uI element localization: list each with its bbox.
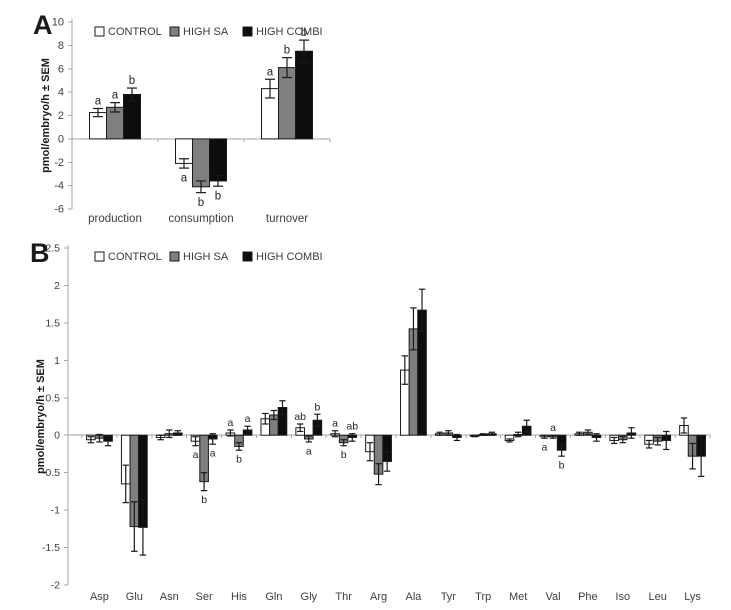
y-tick-label: -4 — [54, 180, 64, 192]
legend-label: HIGH SA — [183, 251, 229, 263]
y-axis-title: pmol/embryo/h ± SEM — [40, 58, 52, 173]
legend-label: CONTROL — [108, 251, 162, 263]
significance-letter: a — [332, 418, 338, 430]
category-label: production — [88, 213, 142, 225]
y-tick-label: -2 — [51, 580, 60, 592]
y-tick-label: -1.5 — [42, 542, 60, 554]
significance-letter: a — [95, 95, 102, 107]
y-tick-label: 6 — [58, 63, 64, 75]
y-tick-label: -6 — [54, 204, 64, 216]
significance-letter: a — [210, 448, 216, 460]
bar — [278, 67, 296, 140]
legend-label: HIGH COMBI — [256, 251, 323, 263]
significance-letter: a — [227, 417, 233, 429]
significance-letter: a — [245, 413, 251, 425]
significance-letter: ab — [346, 421, 358, 433]
category-label: Asn — [160, 591, 179, 603]
significance-letter: a — [306, 445, 312, 457]
category-label: Glu — [126, 591, 143, 603]
y-tick-label: 10 — [52, 17, 64, 29]
category-label: consumption — [168, 213, 233, 225]
legend-swatch — [94, 251, 105, 262]
y-tick-label: 2 — [54, 280, 60, 292]
significance-letter: a — [541, 442, 547, 454]
category-label: Met — [509, 591, 527, 603]
legend-label: HIGH COMBI — [256, 26, 323, 38]
category-label: Arg — [370, 591, 387, 603]
significance-letter: a — [550, 422, 556, 434]
significance-letter: b — [341, 449, 347, 461]
legend-label: CONTROL — [108, 26, 162, 38]
legend-label: HIGH SA — [183, 26, 229, 38]
significance-letter: b — [236, 454, 242, 466]
category-label: Iso — [615, 591, 630, 603]
y-tick-label: 0.5 — [45, 392, 60, 404]
y-tick-label: -1 — [51, 505, 60, 517]
category-label: Val — [545, 591, 560, 603]
y-tick-label: 2.5 — [45, 243, 60, 255]
significance-letter: b — [201, 494, 207, 506]
y-tick-label: 0 — [54, 430, 60, 442]
significance-letter: a — [112, 90, 119, 102]
bar — [295, 50, 313, 140]
significance-letter: ab — [294, 411, 306, 423]
significance-letter: a — [193, 449, 199, 461]
category-label: Ser — [196, 591, 213, 603]
panel-a-label: A — [33, 10, 53, 40]
y-tick-label: -0.5 — [42, 467, 60, 479]
significance-letter: b — [129, 75, 135, 87]
category-label: Lys — [684, 591, 701, 603]
legend-swatch — [94, 26, 105, 37]
category-label: Asp — [90, 591, 109, 603]
significance-letter: b — [559, 460, 565, 472]
category-label: Trp — [475, 591, 491, 603]
y-tick-label: 2 — [58, 110, 64, 122]
y-tick-label: 0 — [58, 133, 64, 145]
y-tick-label: 1.5 — [45, 317, 60, 329]
bar — [192, 138, 210, 188]
category-label: Phe — [578, 591, 598, 603]
bar — [209, 138, 227, 182]
panel-b-label: B — [30, 238, 50, 268]
y-axis-title: pmol/embryo/h ± SEM — [35, 359, 47, 474]
category-label: His — [231, 591, 247, 603]
significance-letter: b — [284, 45, 290, 57]
significance-letter: a — [267, 66, 274, 78]
category-label: Ala — [405, 591, 422, 603]
legend-swatch — [242, 251, 253, 262]
category-label: Thr — [335, 591, 352, 603]
y-tick-label: 8 — [58, 40, 64, 52]
y-tick-label: 1 — [54, 355, 60, 367]
category-label: Tyr — [441, 591, 457, 603]
significance-letter: b — [215, 191, 221, 203]
significance-letter: a — [181, 173, 188, 185]
significance-letter: b — [314, 401, 320, 413]
category-label: Gln — [265, 591, 282, 603]
legend-swatch — [242, 26, 253, 37]
category-label: turnover — [266, 213, 308, 225]
significance-letter: b — [198, 197, 204, 209]
y-tick-label: 4 — [58, 87, 64, 99]
category-label: Leu — [648, 591, 666, 603]
y-tick-label: -2 — [54, 157, 64, 169]
legend-swatch — [169, 26, 180, 37]
significance-letter: b — [301, 27, 307, 39]
legend-swatch — [169, 251, 180, 262]
category-label: Gly — [301, 591, 318, 603]
